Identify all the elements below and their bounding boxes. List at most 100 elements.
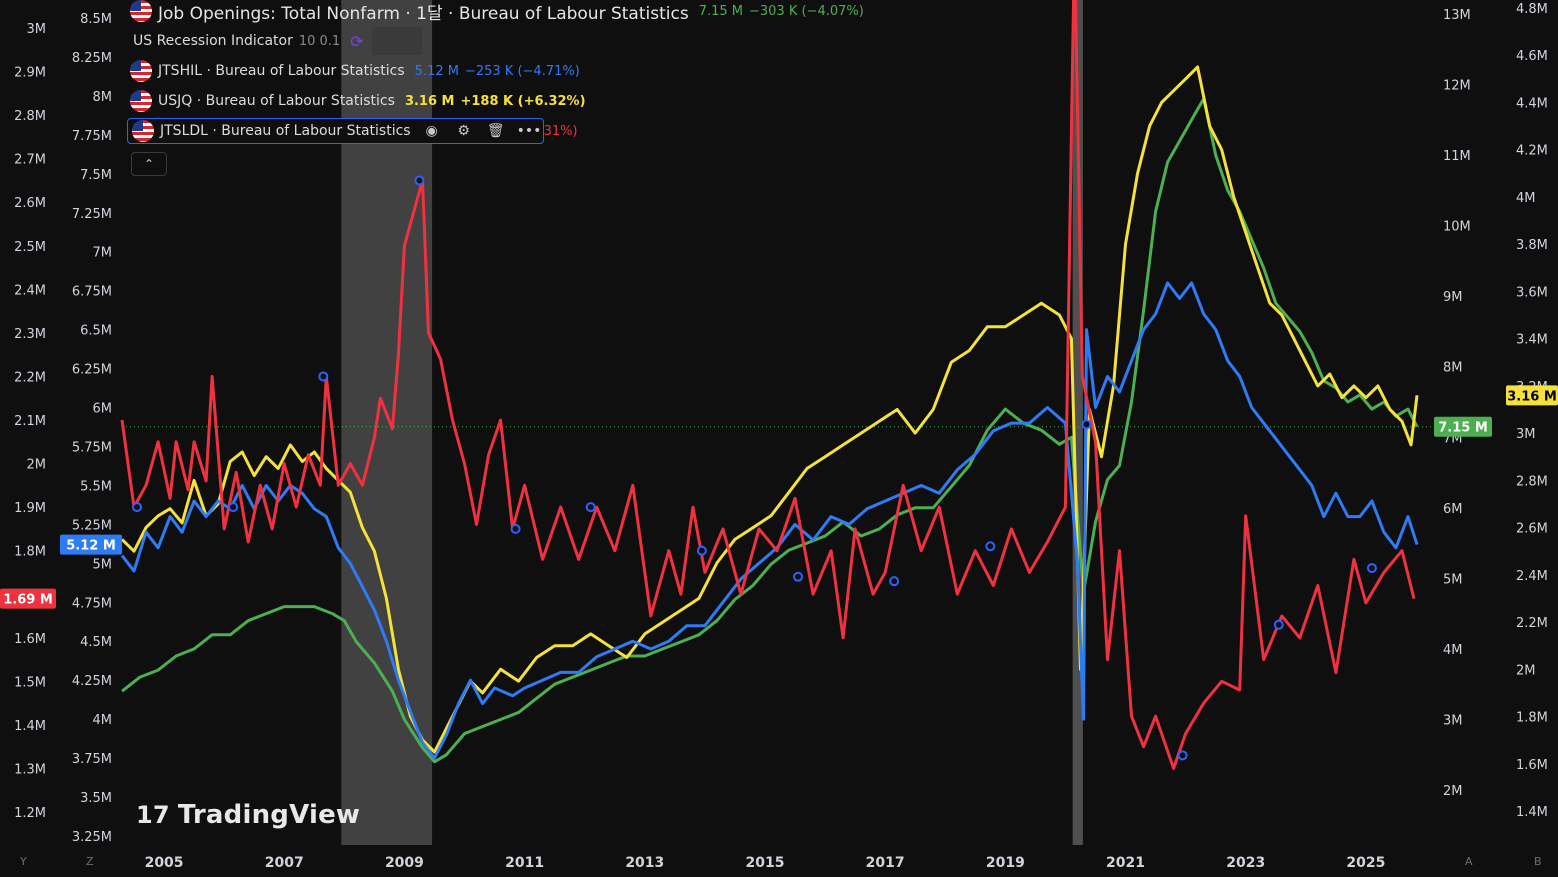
y-tick-label-left_inner: 8.25M <box>72 51 112 66</box>
legend-row-job-openings[interactable]: Job Openings: Total Nonfarm · 1달 · Burea… <box>130 0 864 24</box>
y-tick-label-right_inner: 2M <box>1443 784 1463 799</box>
data-marker <box>1366 563 1377 574</box>
data-marker <box>1273 619 1284 630</box>
axis-corner-left-1[interactable]: Y <box>20 855 27 868</box>
y-tick-label-left_outer: 3M <box>27 22 47 37</box>
legend-row-recession[interactable]: US Recession Indicator 10 0.1 ⟳ <box>133 27 422 55</box>
y-tick-label-right_outer: 3.4M <box>1516 333 1548 348</box>
y-tick-label-left_inner: 6.5M <box>80 324 112 339</box>
more-icon[interactable]: ••• <box>516 123 542 139</box>
x-tick-label: 2025 <box>1346 855 1385 871</box>
last-value-tag: 1.69 M <box>3 593 53 608</box>
y-tick-label-right_inner: 5M <box>1443 572 1463 587</box>
last-value-tag: 7.15 M <box>1438 421 1488 436</box>
y-tick-label-right_outer: 4.6M <box>1516 49 1548 64</box>
data-marker <box>132 502 143 513</box>
last-value-tag: 5.12 M <box>66 539 116 554</box>
axis-corner-right-1[interactable]: A <box>1465 855 1473 868</box>
y-tick-label-left_outer: 2.5M <box>14 240 46 255</box>
legend-row-jtsldl[interactable]: JTSLDL · Bureau of Labour Statistics ◉ ⚙… <box>127 118 578 144</box>
y-tick-label-right_outer: 2.8M <box>1516 474 1548 489</box>
y-tick-label-left_outer: 1.8M <box>14 545 46 560</box>
data-marker <box>228 502 239 513</box>
y-tick-label-left_outer: 2.6M <box>14 196 46 211</box>
y-tick-label-left_outer: 1.4M <box>14 719 46 734</box>
data-marker <box>1081 419 1092 430</box>
y-tick-label-left_outer: 2.4M <box>14 283 46 298</box>
y-tick-label-left_inner: 8M <box>93 90 113 105</box>
last-value-tag: 3.16 M <box>1507 389 1557 404</box>
y-tick-label-left_outer: 2M <box>27 458 47 473</box>
y-tick-label-left_inner: 3.25M <box>72 830 112 845</box>
y-tick-label-right_outer: 2.6M <box>1516 522 1548 537</box>
tradingview-logo-icon: 17 <box>136 801 170 829</box>
y-tick-label-right_inner: 9M <box>1443 290 1463 305</box>
legend-title-jtsldl: JTSLDL · Bureau of Labour Statistics <box>160 123 411 139</box>
x-tick-label: 2013 <box>625 855 664 871</box>
y-tick-label-left_outer: 1.3M <box>14 762 46 777</box>
y-tick-label-left_outer: 1.6M <box>14 632 46 647</box>
y-tick-label-right_outer: 3.8M <box>1516 238 1548 253</box>
y-tick-label-left_outer: 2.3M <box>14 327 46 342</box>
collapse-legend-button[interactable]: ⌃ <box>131 152 167 176</box>
y-tick-label-left_outer: 2.7M <box>14 153 46 168</box>
recession-band <box>1072 0 1083 845</box>
data-marker <box>696 545 707 556</box>
axis-corner-left-2[interactable]: Z <box>86 855 94 868</box>
refresh-icon[interactable]: ⟳ <box>350 31 364 51</box>
y-tick-label-left_inner: 4M <box>93 713 113 728</box>
series-line-jtshil <box>120 281 1419 760</box>
y-tick-label-right_inner: 4M <box>1443 643 1463 658</box>
data-marker <box>793 571 804 582</box>
x-tick-label: 2021 <box>1106 855 1145 871</box>
x-tick-label: 2019 <box>986 855 1025 871</box>
legend-value-job-openings: 7.15 M <box>698 3 743 19</box>
x-tick-label: 2009 <box>385 855 424 871</box>
y-tick-label-left_inner: 6.75M <box>72 285 112 300</box>
y-tick-label-right_outer: 1.4M <box>1516 805 1548 820</box>
legend-row-jtsldl-selected[interactable]: JTSLDL · Bureau of Labour Statistics ◉ ⚙… <box>127 118 544 144</box>
y-tick-label-right_inner: 12M <box>1443 79 1471 94</box>
y-tick-label-left_inner: 7.25M <box>72 207 112 222</box>
legend-value-usjq: 3.16 M <box>404 93 455 109</box>
y-tick-label-left_outer: 2.2M <box>14 370 46 385</box>
data-marker <box>985 541 996 552</box>
y-tick-label-left_inner: 8.5M <box>80 12 112 27</box>
last-value-tag-bg <box>1506 385 1558 406</box>
y-tick-label-left_inner: 4.25M <box>72 674 112 689</box>
last-value-tag-bg <box>60 534 122 555</box>
x-tick-label: 2023 <box>1226 855 1265 871</box>
settings-icon[interactable]: ⚙ <box>457 123 470 139</box>
y-tick-label-right_outer: 3.6M <box>1516 285 1548 300</box>
y-tick-label-left_outer: 2.1M <box>14 414 46 429</box>
y-tick-label-right_outer: 1.8M <box>1516 711 1548 726</box>
y-tick-label-left_inner: 7.5M <box>80 168 112 183</box>
legend-change-job-openings: −303 K (−4.07%) <box>748 3 864 19</box>
y-tick-label-right_outer: 2.2M <box>1516 616 1548 631</box>
legend-title-jtshil: JTSHIL · Bureau of Labour Statistics <box>158 63 405 79</box>
y-tick-label-left_inner: 6M <box>93 402 113 417</box>
legend-row-jtshil[interactable]: JTSHIL · Bureau of Labour Statistics 5.1… <box>130 58 580 84</box>
data-marker <box>585 502 596 513</box>
y-tick-label-left_inner: 3.75M <box>72 752 112 767</box>
axis-corner-right-2[interactable]: B <box>1534 855 1542 868</box>
last-value-tag-bg <box>0 588 56 609</box>
x-tick-label: 2015 <box>745 855 784 871</box>
y-tick-label-left_outer: 2.8M <box>14 109 46 124</box>
data-marker <box>1177 750 1188 761</box>
legend-row-usjq[interactable]: USJQ · Bureau of Labour Statistics 3.16 … <box>130 88 586 114</box>
eye-icon[interactable]: ◉ <box>425 123 438 139</box>
y-tick-label-left_inner: 5.5M <box>80 479 112 494</box>
x-tick-label: 2017 <box>866 855 905 871</box>
y-tick-label-right_inner: 11M <box>1443 149 1471 164</box>
data-marker <box>510 523 521 534</box>
y-tick-label-right_inner: 6M <box>1443 502 1463 517</box>
y-tick-label-right_outer: 4.2M <box>1516 144 1548 159</box>
series-line-usjq <box>120 65 1419 754</box>
last-value-tag-bg <box>1434 416 1492 437</box>
trash-icon[interactable]: 🗑 <box>486 123 505 139</box>
legend-params-recession: 10 0.1 <box>298 33 341 49</box>
y-tick-label-right_outer: 2M <box>1516 663 1536 678</box>
y-tick-label-right_outer: 1.6M <box>1516 758 1548 773</box>
y-tick-label-left_inner: 7.75M <box>72 129 112 144</box>
